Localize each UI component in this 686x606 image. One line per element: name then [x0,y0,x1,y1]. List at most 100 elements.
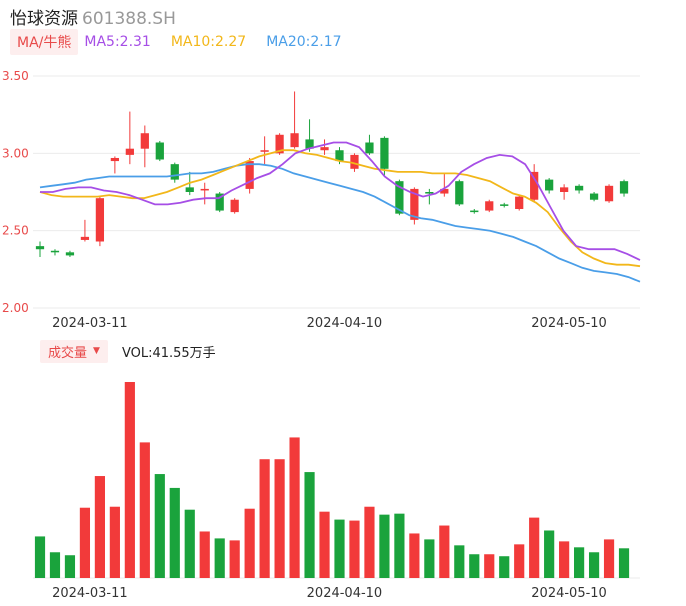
candle-body [65,252,75,256]
volume-bar [199,531,210,578]
x-date-label: 2024-05-10 [531,586,607,601]
volume-bar [514,544,525,578]
volume-bar [424,539,435,578]
volume-bar [618,548,630,578]
volume-bar [499,556,510,578]
x-date-label: 2024-04-10 [307,316,383,331]
candle-body [305,139,314,149]
ma5-line [40,141,641,261]
candle-body [485,201,494,211]
candle-body [515,196,524,210]
volume-bar [379,514,390,578]
candle-body [604,185,614,202]
ma-mode-button[interactable]: MA/牛熊 [10,29,79,55]
candle-body [275,134,284,154]
candle-body [560,187,569,192]
candle-body [230,199,239,213]
candle-body [80,236,90,240]
volume-bar [334,519,345,578]
candle-body [410,188,419,220]
x-date-label: 2024-03-11 [52,586,128,601]
volume-bar [289,437,300,578]
volume-bar [79,507,91,578]
candle-body [574,185,584,191]
volume-bar [544,530,555,578]
volume-bar [409,533,420,578]
volume-bar [484,554,495,578]
volume-bar [94,476,105,578]
volume-bar [139,442,150,578]
volume-legend: 成交量 ▼ VOL:41.55万手 [40,339,216,363]
volume-bar [439,525,450,578]
y-tick-label: 2.50 [2,224,29,238]
ma5-label: MA5:2.31 [84,34,151,50]
candle-body [95,198,105,242]
caret-down-icon: ▼ [93,346,100,356]
volume-bar [34,536,46,578]
volume-bar [349,520,360,578]
volume-bar [259,459,270,578]
candle-body [50,250,60,253]
volume-bar [154,474,165,578]
candle-body [200,188,209,191]
candle-body [290,133,299,148]
volume-bar [319,511,330,578]
volume-bar [169,487,180,578]
candle-body [215,193,224,211]
volume-bar [274,459,285,578]
volume-bar [588,552,600,578]
y-tick-label: 3.50 [2,69,29,83]
candle-body [440,188,449,194]
candle-body [155,142,164,160]
candle-body [530,171,539,200]
ma10-label: MA10:2.27 [170,34,247,50]
y-tick-label: 2.00 [2,301,29,315]
volume-bar [603,539,615,578]
volume-indicator-dropdown[interactable]: 成交量 ▼ [40,339,108,363]
volume-bar [124,382,135,578]
candle-body [455,181,464,205]
volume-bar [454,545,465,578]
candle-body [380,137,389,169]
volume-bar [364,506,375,578]
candle-body [245,161,254,189]
volume-bar [214,538,225,578]
candle-body [320,147,329,151]
candle-body [185,187,194,192]
volume-bar [574,547,585,578]
volume-bar [244,508,255,578]
volume-bar [559,541,570,578]
candle-body [35,246,45,250]
candle-body [395,181,404,214]
candle-body [470,210,479,213]
stock-name: 怡球资源 [10,9,78,29]
candle-body [335,150,344,162]
volume-indicator-label: 成交量 [48,345,88,361]
x-date-label: 2024-03-11 [52,316,128,331]
candle-body [500,204,509,206]
volume-bar [184,509,195,578]
ma20-line [39,163,641,283]
candle-body [545,179,554,191]
volume-bar [64,555,76,578]
x-date-label: 2024-05-10 [531,316,607,331]
candle-body [125,148,134,155]
ma20-label: MA20:2.17 [266,34,342,50]
candle-body [110,157,119,162]
volume-bar [469,554,480,578]
candle-body [425,192,434,194]
volume-bar [304,472,315,578]
candle-body [350,154,359,169]
candle-body [619,181,629,194]
volume-bar [529,517,540,578]
candle-body [589,193,599,200]
candle-body [170,164,179,180]
volume-bar [229,540,240,578]
y-tick-label: 3.00 [2,146,29,160]
volume-bar [109,506,120,578]
stock-code: 601388.SH [82,9,176,29]
stock-title: 怡球资源 601388.SH [10,4,176,29]
candle-body [140,133,149,149]
ma-legend: MA/牛熊 MA5:2.31 MA10:2.27 MA20:2.17 [10,29,362,55]
